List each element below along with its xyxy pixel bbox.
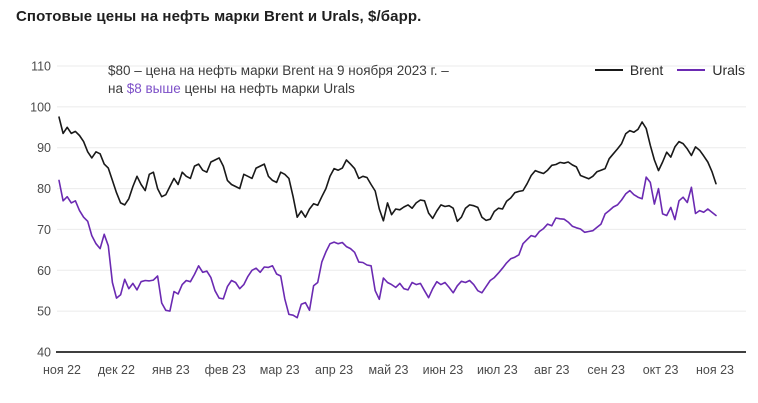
x-axis-label: дек 22 (98, 363, 135, 377)
x-axis-label: ноя 22 (43, 363, 81, 377)
legend-item-urals: Urals (677, 62, 745, 78)
x-axis-label: фев 23 (205, 363, 246, 377)
x-axis-label: окт 23 (643, 363, 679, 377)
y-axis-label: 50 (37, 305, 51, 319)
brent-line-swatch (594, 69, 623, 71)
annotation-accent-spread: $8 выше (126, 81, 181, 96)
x-axis-label: июн 23 (423, 363, 464, 377)
x-axis-label: сен 23 (587, 363, 625, 377)
x-axis-label: ноя 23 (696, 363, 734, 377)
y-axis-label: 110 (31, 60, 51, 74)
annotation-line-1: $80 – цена на нефть марки Brent на 9 ноя… (108, 63, 449, 78)
urals-line-swatch (677, 69, 706, 71)
chart-annotation: $80 – цена на нефть марки Brent на 9 ноя… (108, 62, 498, 98)
chart-title: Спотовые цены на нефть марки Brent и Ura… (16, 8, 422, 25)
x-axis-label: авг 23 (534, 363, 570, 377)
y-axis-label: 40 (37, 346, 51, 360)
legend-label-urals: Urals (712, 62, 745, 78)
y-axis-label: 80 (37, 182, 51, 196)
legend-item-brent: Brent (594, 62, 664, 78)
urals-line (58, 176, 717, 319)
x-axis-label: июл 23 (477, 363, 518, 377)
chart-legend: Brent Urals (594, 62, 745, 78)
x-axis-label: май 23 (369, 363, 409, 377)
y-axis-label: 60 (37, 264, 51, 278)
x-axis-label: апр 23 (315, 363, 353, 377)
y-axis-label: 70 (37, 223, 51, 237)
x-axis-label: мар 23 (260, 363, 300, 377)
y-axis-label: 100 (30, 100, 51, 114)
legend-label-brent: Brent (629, 62, 664, 78)
annotation-line-2: на $8 выше цены на нефть марки Urals (108, 81, 355, 96)
brent-line (58, 116, 717, 223)
y-axis-label: 90 (37, 141, 51, 155)
x-axis-label: янв 23 (152, 363, 190, 377)
